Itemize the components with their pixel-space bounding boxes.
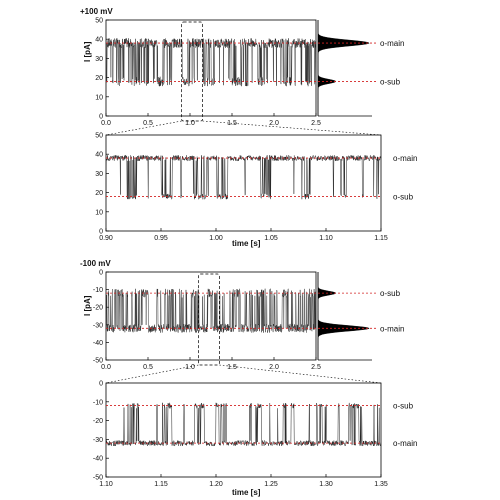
x-tick-label: 0.5 [143, 120, 153, 127]
y-tick-label: 40 [95, 152, 103, 159]
y-tick-label: -20 [93, 305, 103, 312]
state-label-o-main: o-main [380, 39, 404, 48]
panel-3-ylabel: I [pA] [83, 295, 92, 316]
histogram-bars [317, 272, 370, 360]
x-tick-label: 2.5 [311, 364, 321, 371]
zoom-box [181, 21, 203, 122]
state-label-o-main: o-main [393, 154, 417, 163]
x-tick-label: 0.0 [101, 120, 111, 127]
state-label-o-sub: o-sub [380, 77, 401, 86]
panel-3-title: -100 mV [80, 259, 111, 268]
plot-frame [105, 382, 382, 478]
x-tick-label: 1.10 [319, 235, 333, 242]
y-tick-label: 20 [95, 75, 103, 82]
x-tick-label: 1.30 [319, 481, 333, 488]
y-tick-label: 50 [95, 18, 103, 25]
zoom-box [198, 273, 220, 366]
y-tick-label: -10 [93, 399, 103, 406]
x-tick-label: 1.5 [227, 120, 237, 127]
y-tick-label: 10 [95, 209, 103, 216]
plot-frame [105, 134, 382, 232]
plot-frame [105, 271, 317, 361]
zoom-connector-right [219, 364, 382, 384]
y-tick-label: -30 [93, 437, 103, 444]
y-tick-label: 0 [99, 381, 103, 388]
panel-2: 0.90 0.95 1.00 1.05 1.10 1.15 0 10 20 30 40 50 o-mai… [95, 133, 417, 243]
y-tick-label: 20 [95, 190, 103, 197]
current-trace [105, 154, 382, 201]
y-tick-label: 0 [99, 114, 103, 121]
y-tick-label: 0 [99, 229, 103, 236]
state-label-o-sub: o-sub [380, 289, 401, 298]
panel-3: 0.0 0.5 1.0 1.5 2.0 2.5 0 -10 -20 -30 -40 -50 [93, 270, 321, 372]
plot-frame [105, 19, 317, 117]
x-tick-label: 1.25 [264, 481, 278, 488]
y-tick-label: -50 [93, 475, 103, 482]
panel-1-title: +100 mV [80, 7, 113, 16]
panel-2-xlabel: time [s] [232, 239, 261, 248]
panel-4-xlabel: time [s] [232, 488, 261, 497]
x-tick-label: 0.0 [101, 364, 111, 371]
x-tick-label: 2.0 [269, 364, 279, 371]
state-label-o-main: o-main [380, 324, 404, 333]
y-tick-label: 10 [95, 94, 103, 101]
x-tick-label: 1.20 [209, 481, 223, 488]
panel-4: 1.10 1.15 1.20 1.25 1.30 1.35 0 -10 -20 -30 -40 -50… [93, 381, 418, 489]
histogram-1: o-main o-sub [317, 20, 404, 117]
x-tick-label: 2.0 [269, 120, 279, 127]
x-tick-label: 1.05 [264, 235, 278, 242]
y-tick-label: -40 [93, 340, 103, 347]
y-tick-label: -10 [93, 287, 103, 294]
panel-1-ylabel: I [pA] [83, 41, 92, 62]
panel-1: 0.0 0.5 1.0 1.5 2.0 2.5 0 10 20 30 40 50 [95, 18, 321, 128]
y-tick-label: 0 [99, 270, 103, 277]
x-tick-label: 1.10 [99, 481, 113, 488]
y-tick-label: -20 [93, 418, 103, 425]
x-tick-label: 1.00 [209, 235, 223, 242]
x-tick-label: 1.5 [227, 364, 237, 371]
x-tick-label: 1.0 [185, 364, 195, 371]
y-tick-label: 30 [95, 56, 103, 63]
y-tick-label: 40 [95, 37, 103, 44]
histogram-3: o-sub o-main [317, 272, 404, 361]
current-trace [105, 402, 382, 447]
zoom-connector-left [105, 364, 199, 384]
y-tick-label: 30 [95, 171, 103, 178]
state-label-o-sub: o-sub [393, 402, 414, 411]
x-tick-label: 1.0 [185, 120, 195, 127]
x-tick-label: 0.5 [143, 364, 153, 371]
x-tick-label: 0.95 [154, 235, 168, 242]
y-tick-label: -30 [93, 322, 103, 329]
y-tick-label: 50 [95, 133, 103, 140]
state-label-o-sub: o-sub [393, 192, 414, 201]
x-tick-label: 1.15 [374, 235, 388, 242]
zoom-connector-left [105, 120, 182, 136]
zoom-connectors [105, 21, 382, 384]
current-trace [105, 288, 317, 334]
state-label-o-main: o-main [393, 439, 417, 448]
y-tick-label: -40 [93, 456, 103, 463]
x-tick-label: 0.90 [99, 235, 113, 242]
current-trace [105, 37, 317, 87]
x-tick-label: 1.35 [374, 481, 388, 488]
histogram-bars [317, 20, 370, 116]
x-tick-label: 2.5 [311, 120, 321, 127]
y-tick-label: -50 [93, 358, 103, 365]
x-tick-label: 1.15 [154, 481, 168, 488]
